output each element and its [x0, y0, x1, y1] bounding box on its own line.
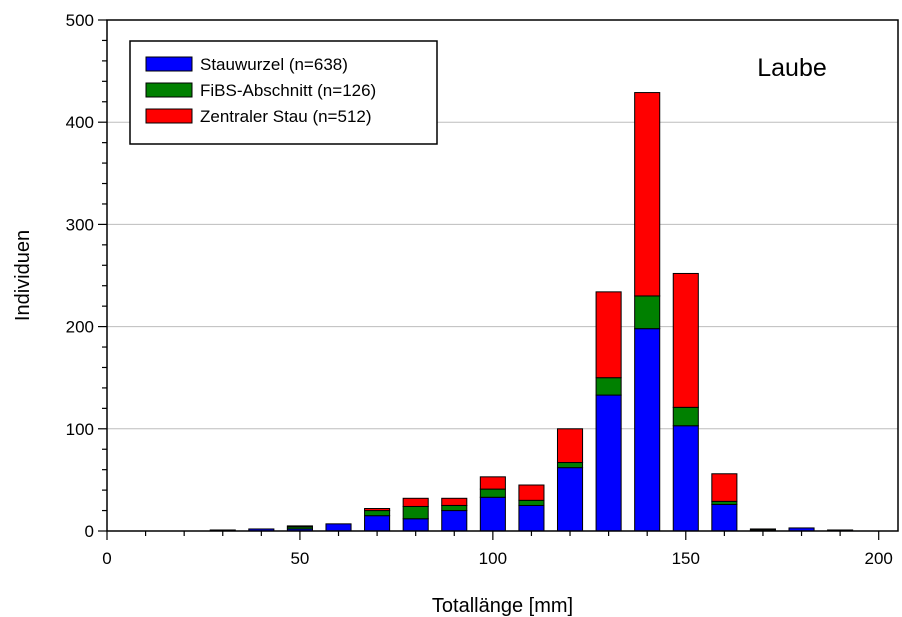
bar-segment-s0-x160 [711, 503, 738, 532]
bar-segment-s2-x150 [672, 272, 699, 408]
bar-segment-s2-x120 [556, 428, 584, 464]
plot-frame [106, 19, 899, 532]
legend-label: Stauwurzel (n=638) [200, 55, 348, 74]
bar-segment-s1-x110 [518, 499, 545, 506]
bar-segment-s2-x80 [402, 497, 429, 507]
bar-segment-s2-x110 [518, 484, 545, 501]
y-tick-label: 100 [66, 420, 94, 439]
bar-segment-s0-x60 [325, 523, 352, 532]
y-tick-label: 300 [66, 215, 94, 234]
x-tick-label: 200 [865, 549, 893, 568]
legend-label: Zentraler Stau (n=512) [200, 107, 372, 126]
x-tick-label: 50 [290, 549, 309, 568]
bar-segment-s0-x90 [441, 510, 468, 532]
legend-swatch [145, 108, 193, 124]
legend: Stauwurzel (n=638) FiBS-Abschnitt (n=126)… [129, 40, 438, 145]
bar-segment-s2-x90 [441, 497, 468, 506]
legend-label: FiBS-Abschnitt (n=126) [200, 81, 376, 100]
bar-segment-s0-x80 [402, 518, 429, 532]
bar-segment-s0-x100 [479, 496, 506, 532]
x-tick-label: 0 [102, 549, 111, 568]
y-axis-label: Individuen [12, 230, 34, 321]
y-tick-label: 200 [66, 318, 94, 337]
chart-annotation: Laube [757, 54, 827, 82]
bar-segment-s1-x90 [441, 504, 468, 512]
bar-segment-s2-x50 [286, 525, 313, 528]
bar-segment-s1-x140 [634, 295, 661, 330]
y-axis: 0 100 200 300 400 500 [66, 11, 107, 541]
x-tick-label: 150 [672, 549, 700, 568]
bar-segment-s2-x100 [479, 476, 506, 490]
legend-swatch [145, 82, 193, 98]
bar-segment-s1-x80 [402, 505, 429, 520]
bar-segment-s1-x150 [672, 406, 699, 427]
bar-segment-s1-x70 [364, 510, 391, 517]
bar-segment-s1-x170 [749, 528, 776, 531]
bar-segment-s2-x160 [711, 473, 738, 502]
legend-swatch [145, 56, 193, 72]
bar-segment-s0-x130 [595, 394, 622, 532]
bar-segment-s1-x130 [595, 377, 622, 396]
gridlines [107, 121, 898, 430]
x-axis-label: Totallänge [mm] [432, 595, 573, 617]
bar-segment-s0-x120 [556, 467, 584, 532]
bar-segment-s0-x70 [364, 515, 391, 532]
bar-segment-s1-x120 [556, 462, 584, 469]
x-tick-label: 100 [479, 549, 507, 568]
bar-segment-s0-x140 [634, 328, 661, 532]
bar-segment-s2-x130 [595, 291, 622, 379]
bar-segment-s2-x70 [364, 508, 391, 512]
x-axis: 0 50 100 150 200 [102, 531, 893, 568]
bar-segment-s0-x150 [672, 425, 699, 532]
bar-segment-s1-x100 [479, 488, 506, 498]
y-tick-label: 400 [66, 113, 94, 132]
bars [209, 92, 854, 532]
y-tick-label: 500 [66, 11, 94, 30]
y-tick-label: 0 [85, 522, 94, 541]
bar-segment-s0-x110 [518, 504, 545, 532]
bar-segment-s2-x140 [634, 92, 661, 297]
